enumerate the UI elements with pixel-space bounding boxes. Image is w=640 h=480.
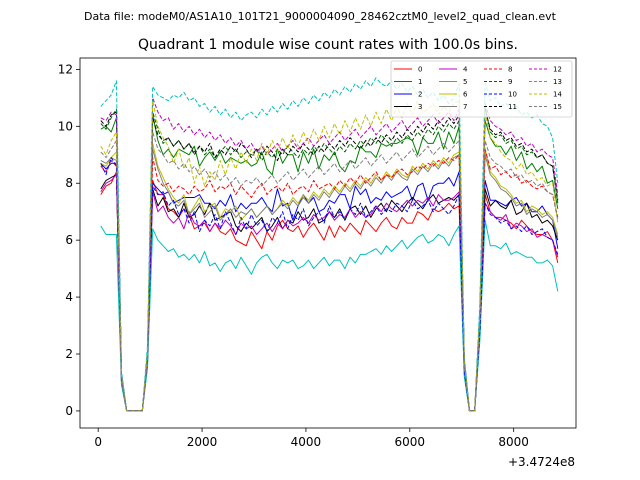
- plot-frame: [79, 57, 577, 429]
- legend-label-10: 10: [508, 91, 517, 99]
- x-tick-label: 8000: [498, 435, 529, 449]
- legend-label-0: 0: [418, 66, 422, 74]
- legend-label-4: 4: [463, 66, 468, 74]
- x-tick-label: 4000: [291, 435, 322, 449]
- chart-supertitle: Data file: modeM0/AS1A10_101T21_90000040…: [84, 10, 557, 23]
- legend-label-2: 2: [418, 91, 422, 99]
- legend-label-5: 5: [463, 78, 467, 86]
- legend-label-11: 11: [508, 103, 517, 111]
- y-tick-label: 12: [58, 62, 73, 76]
- series-line-12: [100, 97, 559, 412]
- plot-area: [100, 77, 559, 412]
- y-tick-label: 6: [65, 233, 73, 247]
- series-line-9: [100, 105, 559, 412]
- x-axis: 0 2000 4000 6000 8000: [94, 428, 529, 449]
- y-tick-label: 2: [65, 347, 73, 361]
- y-tick-label: 4: [65, 290, 73, 304]
- legend-label-15: 15: [553, 103, 562, 111]
- legend-label-7: 7: [463, 103, 467, 111]
- legend-label-12: 12: [553, 66, 562, 74]
- legend-label-14: 14: [553, 91, 562, 99]
- x-tick-label: 6000: [395, 435, 426, 449]
- series-line-10: [100, 157, 559, 412]
- y-tick-label: 0: [65, 404, 73, 418]
- x-tick-label: 0: [94, 435, 102, 449]
- series-line-0: [100, 171, 559, 412]
- series-line-2: [100, 162, 559, 412]
- legend-label-8: 8: [508, 66, 512, 74]
- legend-label-3: 3: [418, 103, 422, 111]
- series-line-4: [100, 174, 559, 412]
- series-line-8: [100, 148, 559, 412]
- series-line-15: [100, 131, 559, 412]
- y-tick-label: 8: [65, 176, 73, 190]
- legend-box: [390, 60, 573, 118]
- legend-label-1: 1: [418, 78, 422, 86]
- legend-label-6: 6: [463, 91, 468, 99]
- series-line-1: [100, 114, 559, 412]
- legend-label-13: 13: [553, 78, 562, 86]
- x-axis-offset-label: +3.4724e8: [508, 455, 575, 469]
- y-tick-label: 10: [58, 119, 73, 133]
- y-axis: 0 2 4 6 8 10 12: [58, 62, 80, 418]
- x-tick-label: 2000: [187, 435, 218, 449]
- series-line-5: [100, 219, 559, 412]
- chart-title: Quadrant 1 module wise count rates with …: [138, 37, 518, 53]
- series-line-14: [100, 100, 559, 412]
- series-line-7: [100, 148, 559, 412]
- legend-label-9: 9: [508, 78, 512, 86]
